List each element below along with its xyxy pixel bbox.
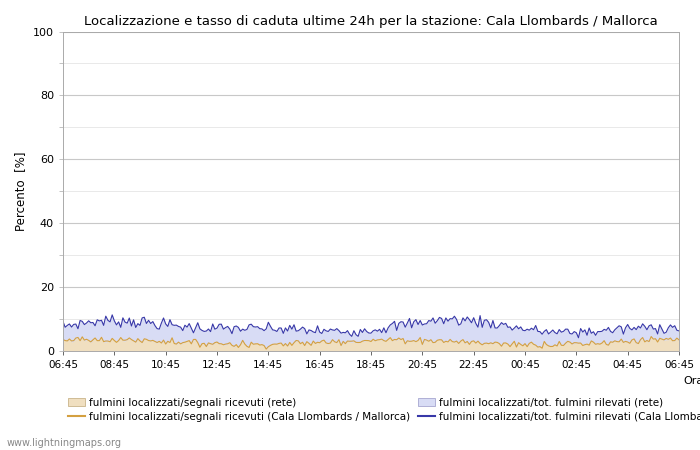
Text: Orario: Orario	[683, 376, 700, 386]
Y-axis label: Percento  [%]: Percento [%]	[15, 152, 27, 231]
Text: www.lightningmaps.org: www.lightningmaps.org	[7, 438, 122, 448]
Legend: fulmini localizzati/segnali ricevuti (rete), fulmini localizzati/segnali ricevut: fulmini localizzati/segnali ricevuti (re…	[68, 398, 700, 422]
Title: Localizzazione e tasso di caduta ultime 24h per la stazione: Cala Llombards / Ma: Localizzazione e tasso di caduta ultime …	[84, 14, 658, 27]
